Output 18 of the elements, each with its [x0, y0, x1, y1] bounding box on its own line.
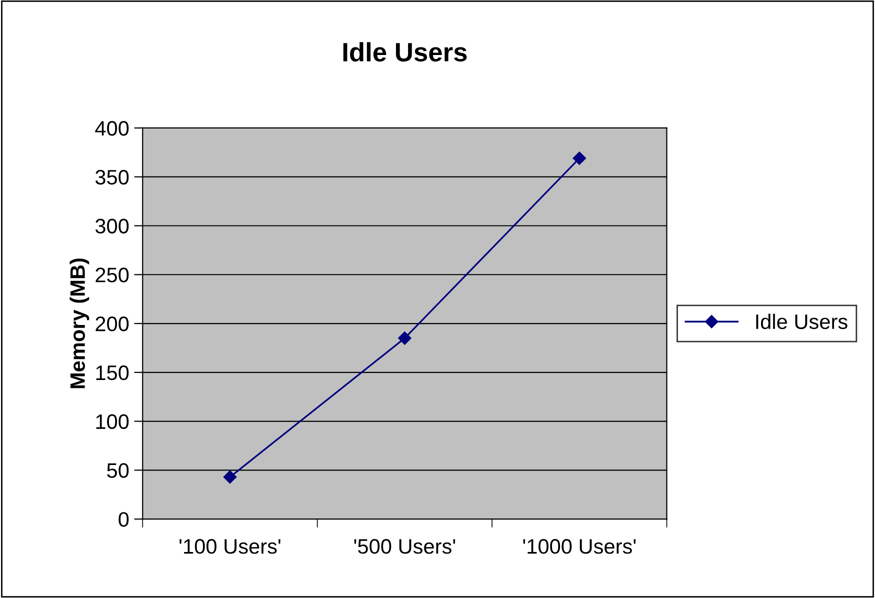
point: [572, 152, 586, 165]
x-tick-label: '100 Users': [180, 539, 280, 554]
y-tick-label: 400: [95, 120, 129, 136]
y-tick-label: 0: [118, 512, 129, 527]
legend-label: Idle Users: [756, 314, 848, 330]
y-tick-label: 150: [96, 365, 129, 380]
y-tick-label: 100: [96, 414, 129, 430]
point: [398, 332, 412, 345]
y-tick-label: 250: [96, 268, 129, 282]
x-tick-label: '500 Users': [354, 539, 456, 554]
y-tick-label: 50: [107, 463, 129, 478]
point: [223, 470, 237, 484]
chart-title: Idle Users: [343, 42, 467, 62]
y-tick-label: 350: [95, 170, 129, 185]
y-tick-label: 300: [95, 218, 129, 234]
x-tick-label: '1000 Users': [523, 539, 636, 554]
y-tick-label: 200: [96, 316, 129, 332]
y-axis-title: Memory (MB): [70, 258, 90, 388]
